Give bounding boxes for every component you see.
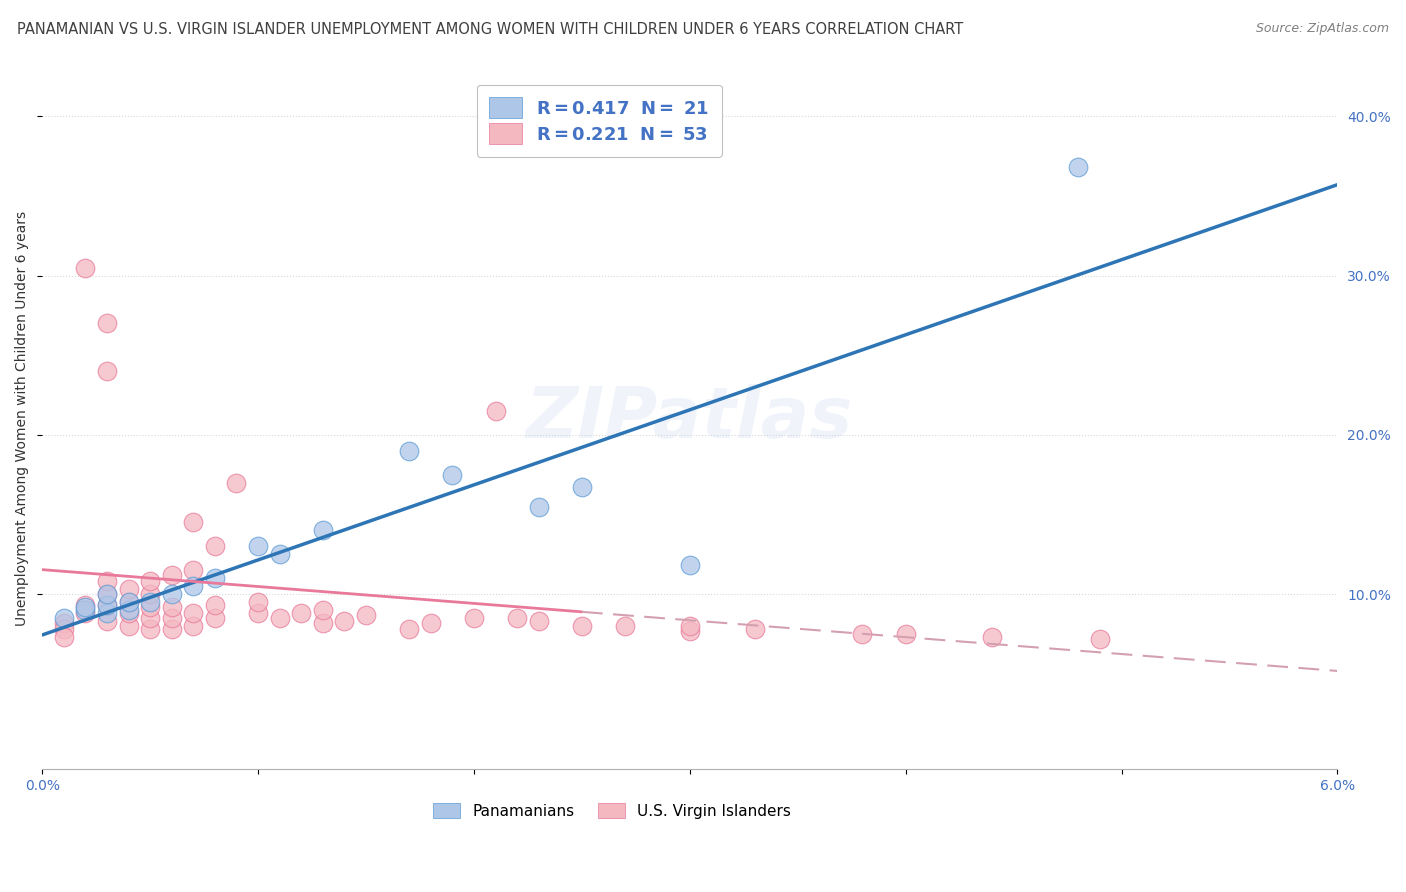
Point [312,615,335,630]
Point [117,595,139,609]
Point [96,587,118,601]
Point [160,622,183,636]
Point [52,615,75,630]
Point [571,619,593,633]
Point [679,624,702,638]
Text: PANAMANIAN VS U.S. VIRGIN ISLANDER UNEMPLOYMENT AMONG WOMEN WITH CHILDREN UNDER : PANAMANIAN VS U.S. VIRGIN ISLANDER UNEMP… [17,22,963,37]
Point [181,516,204,530]
Point [463,611,485,625]
Point [744,622,766,636]
Point [204,539,226,553]
Point [139,595,162,609]
Point [96,317,118,331]
Point [506,611,529,625]
Point [117,595,139,609]
Point [484,404,506,418]
Point [117,619,139,633]
Point [527,500,550,514]
Point [269,547,291,561]
Point [75,260,97,275]
Point [160,568,183,582]
Point [204,571,226,585]
Point [247,539,270,553]
Point [96,599,118,613]
Point [894,627,917,641]
Text: Source: ZipAtlas.com: Source: ZipAtlas.com [1256,22,1389,36]
Point [851,627,873,641]
Point [139,611,162,625]
Point [96,606,118,620]
Point [527,614,550,628]
Point [614,619,637,633]
Point [117,582,139,597]
Point [75,599,97,614]
Point [679,619,702,633]
Point [679,558,702,573]
Point [139,622,162,636]
Point [160,611,183,625]
Point [225,475,247,490]
Point [398,622,420,636]
Point [181,619,204,633]
Point [160,599,183,614]
Point [1067,161,1090,175]
Point [312,603,335,617]
Point [181,563,204,577]
Point [52,630,75,644]
Point [419,615,441,630]
Point [1088,632,1111,646]
Point [75,606,97,620]
Point [571,480,593,494]
Point [96,614,118,628]
Point [290,606,312,620]
Point [160,587,183,601]
Point [312,524,335,538]
Point [96,587,118,601]
Point [247,595,270,609]
Point [96,574,118,589]
Point [139,587,162,601]
Text: ZIPatlas: ZIPatlas [526,384,853,453]
Point [398,443,420,458]
Point [139,574,162,589]
Point [333,614,356,628]
Point [75,599,97,613]
Point [117,603,139,617]
Point [269,611,291,625]
Point [52,622,75,636]
Point [981,630,1004,644]
Point [441,467,464,482]
Point [117,606,139,620]
Point [204,611,226,625]
Point [96,599,118,613]
Legend: Panamanians, U.S. Virgin Islanders: Panamanians, U.S. Virgin Islanders [427,797,797,825]
Point [139,599,162,614]
Point [181,579,204,593]
Point [75,603,97,617]
Point [181,606,204,620]
Y-axis label: Unemployment Among Women with Children Under 6 years: Unemployment Among Women with Children U… [15,211,30,626]
Point [247,606,270,620]
Point [52,611,75,625]
Point [204,599,226,613]
Point [354,607,377,622]
Point [96,364,118,378]
